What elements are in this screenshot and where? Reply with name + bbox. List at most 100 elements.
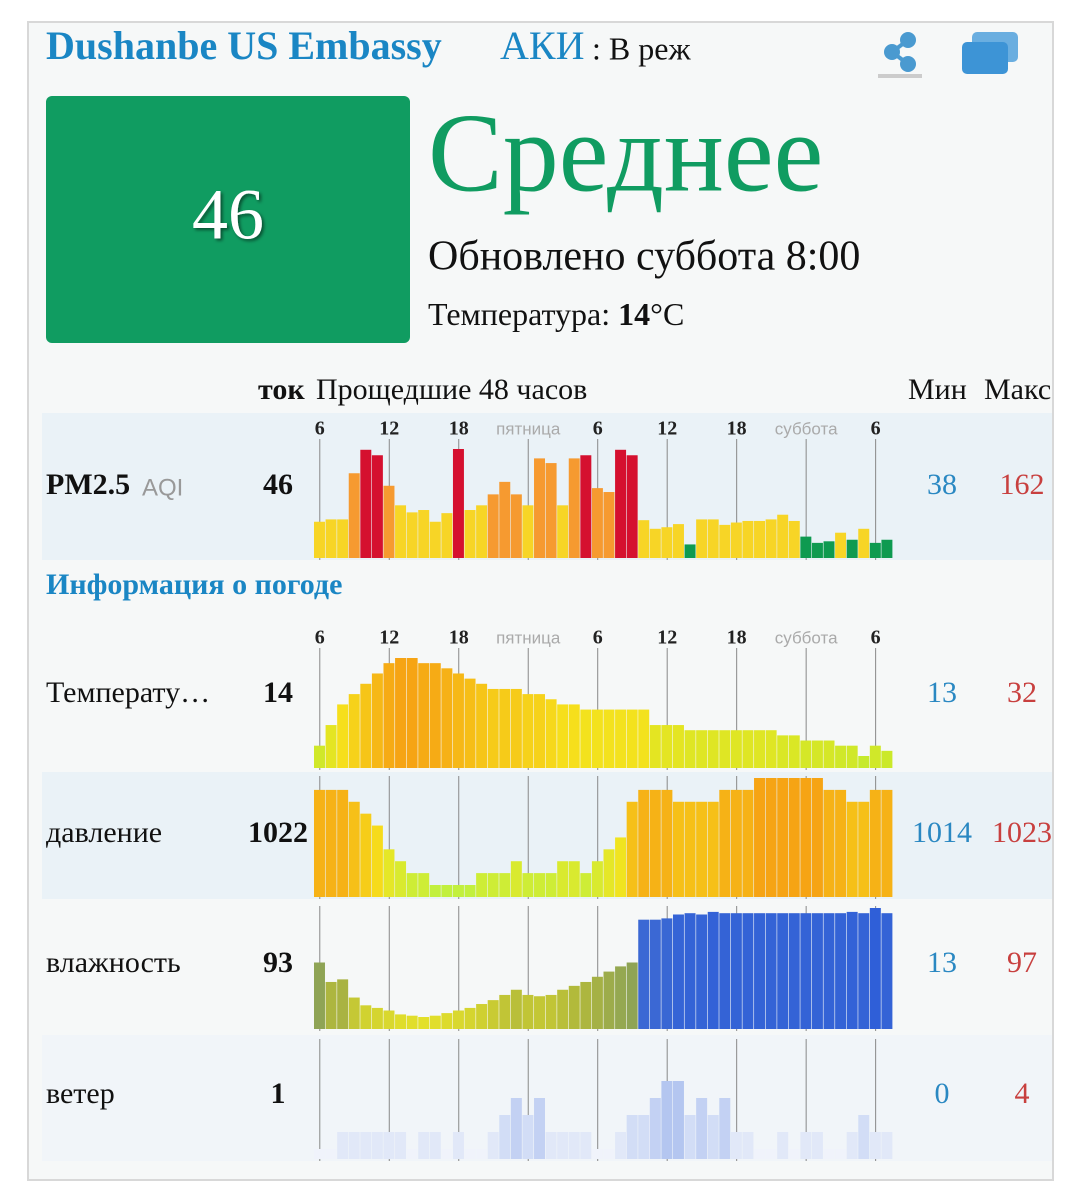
bar bbox=[418, 1017, 430, 1029]
bar bbox=[684, 801, 696, 897]
bar bbox=[649, 1098, 661, 1159]
bar bbox=[522, 505, 534, 558]
bar bbox=[684, 913, 696, 1029]
bar bbox=[684, 1115, 696, 1159]
bar bbox=[325, 725, 337, 768]
bar bbox=[626, 962, 638, 1029]
time-label: 6 bbox=[315, 627, 325, 649]
bar bbox=[696, 914, 708, 1029]
bar bbox=[522, 873, 534, 897]
header-max: Макс bbox=[984, 373, 1051, 406]
bar bbox=[522, 694, 534, 768]
bar bbox=[638, 919, 650, 1029]
bar bbox=[325, 1149, 337, 1159]
bar bbox=[591, 488, 603, 558]
bar bbox=[684, 730, 696, 768]
bar bbox=[360, 1005, 372, 1029]
bar bbox=[846, 539, 858, 558]
bar bbox=[429, 663, 441, 768]
temperature-unit: °C bbox=[650, 296, 684, 332]
bar bbox=[348, 1132, 360, 1159]
min-value: 13 bbox=[927, 946, 957, 979]
bar bbox=[800, 536, 812, 558]
aqi-value: 46 bbox=[192, 175, 264, 255]
bar bbox=[638, 1115, 650, 1159]
bar bbox=[800, 778, 812, 897]
bar bbox=[869, 745, 881, 768]
bar bbox=[383, 849, 395, 897]
bar bbox=[649, 528, 661, 558]
bar bbox=[696, 730, 708, 768]
bar bbox=[615, 449, 627, 558]
bar bbox=[441, 668, 453, 768]
bar bbox=[568, 985, 580, 1029]
bar bbox=[823, 913, 835, 1029]
bar bbox=[418, 510, 430, 558]
bar bbox=[719, 789, 731, 897]
bar bbox=[452, 885, 464, 897]
bar bbox=[811, 542, 823, 558]
max-value: 97 bbox=[1007, 946, 1037, 979]
bar bbox=[325, 981, 337, 1029]
bar bbox=[835, 913, 847, 1029]
bar bbox=[603, 1149, 615, 1159]
time-label: 12 bbox=[657, 418, 677, 440]
bar bbox=[568, 458, 580, 558]
bar bbox=[337, 979, 349, 1029]
bar bbox=[487, 1132, 499, 1159]
bar bbox=[754, 730, 766, 768]
bar bbox=[487, 688, 499, 768]
bar bbox=[661, 789, 673, 897]
bar bbox=[429, 885, 441, 897]
bar bbox=[499, 994, 511, 1029]
bar bbox=[314, 521, 325, 558]
bar bbox=[510, 861, 522, 897]
bar bbox=[487, 873, 499, 897]
bar bbox=[371, 825, 383, 897]
bar bbox=[314, 789, 325, 897]
bar bbox=[661, 725, 673, 768]
time-label: 18 bbox=[727, 418, 747, 440]
bar bbox=[869, 789, 881, 897]
bar bbox=[499, 1115, 511, 1159]
bar bbox=[765, 1149, 777, 1159]
bar bbox=[591, 861, 603, 897]
bar bbox=[800, 1132, 812, 1159]
current-value: 1 bbox=[271, 1077, 286, 1110]
bar bbox=[788, 1149, 800, 1159]
bar bbox=[534, 873, 545, 897]
bar bbox=[510, 1098, 522, 1159]
bar bbox=[788, 520, 800, 558]
bar bbox=[464, 1007, 476, 1029]
current-value: 46 bbox=[263, 468, 293, 501]
bar bbox=[534, 458, 545, 558]
weather-heading: Информация о погоде bbox=[46, 568, 342, 601]
bar bbox=[406, 1149, 418, 1159]
bar bbox=[591, 1149, 603, 1159]
temperature: Температура: 14°C bbox=[428, 296, 684, 332]
current-value: 93 bbox=[263, 946, 293, 979]
bar bbox=[696, 801, 708, 897]
bar bbox=[672, 914, 684, 1029]
bar bbox=[661, 1081, 673, 1159]
bar bbox=[881, 789, 893, 897]
bar bbox=[348, 473, 360, 558]
bar bbox=[800, 740, 812, 768]
bar bbox=[534, 996, 545, 1029]
bar bbox=[441, 1013, 453, 1029]
share-icon[interactable] bbox=[878, 32, 922, 78]
bar bbox=[418, 873, 430, 897]
bar bbox=[476, 1149, 488, 1159]
min-value: 38 bbox=[927, 468, 957, 501]
bar bbox=[429, 1132, 441, 1159]
bar bbox=[788, 735, 800, 768]
windows-icon[interactable] bbox=[962, 32, 1018, 74]
bar bbox=[499, 688, 511, 768]
bar bbox=[846, 1132, 858, 1159]
bar bbox=[522, 1115, 534, 1159]
bar bbox=[765, 913, 777, 1029]
bar bbox=[672, 725, 684, 768]
bar bbox=[742, 520, 754, 558]
time-label: 6 bbox=[593, 418, 603, 440]
